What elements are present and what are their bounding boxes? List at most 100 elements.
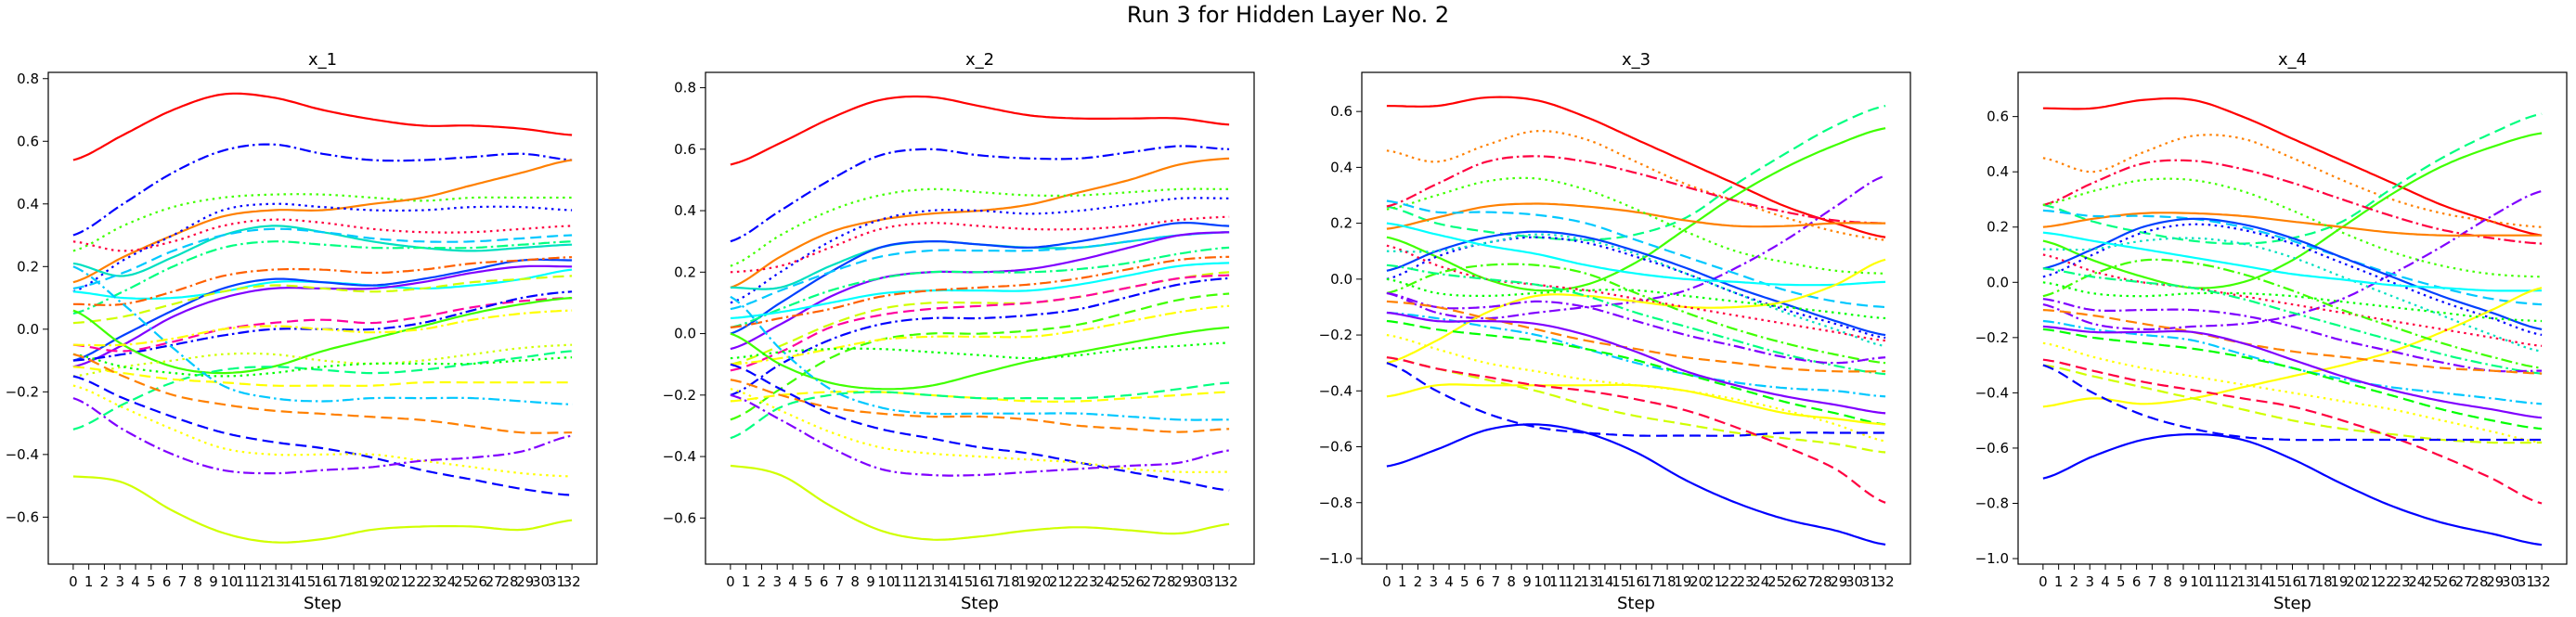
x-tick-label: 4 [2101, 573, 2110, 590]
y-tick-label: 0.0 [1987, 274, 2009, 290]
y-tick-label: −0.2 [663, 387, 696, 404]
series-line-27 [1387, 357, 1885, 503]
series-line-21 [2043, 321, 2542, 404]
series-line-8 [1387, 178, 1885, 274]
x-tick-label: 4 [1444, 573, 1454, 590]
x-tick-label: 6 [2132, 573, 2142, 590]
series-group [2043, 98, 2542, 545]
series-line-20 [73, 351, 572, 429]
x-axis-label: Step [1617, 594, 1655, 613]
y-tick-label: 0.4 [674, 202, 696, 219]
series-group [1387, 97, 1885, 545]
y-tick-label: 0.0 [17, 321, 39, 338]
y-tick-label: −1.0 [1975, 550, 2009, 567]
y-tick-label: 0.6 [17, 133, 39, 149]
y-tick-label: −1.0 [1319, 550, 1353, 567]
series-line-28 [2043, 434, 2542, 545]
x-tick-label: 7 [835, 573, 845, 590]
x-tick-label: 4 [131, 573, 140, 590]
y-tick-label: 0.6 [1330, 103, 1353, 120]
subplot-3: 0 1 2 3 4 5 6 7 8 9 101112131415161718192021222324… [1319, 50, 1910, 613]
x-tick-label: 8 [850, 573, 860, 590]
x-tick-label: 1 [1398, 573, 1407, 590]
y-tick-label: 0.4 [17, 196, 39, 212]
y-tick-label: −0.2 [6, 383, 39, 400]
x-tick-label: 1 [2054, 573, 2064, 590]
y-tick-label: 0.8 [674, 80, 696, 96]
x-tick-label: 7 [178, 573, 188, 590]
x-tick-label: 5 [147, 573, 156, 590]
x-tick-label: 6 [162, 573, 172, 590]
x-tick-label: 8 [1507, 573, 1516, 590]
y-tick-label: −0.8 [1319, 495, 1353, 511]
x-tick-label: 32 [563, 573, 581, 590]
y-tick-label: 0.0 [674, 326, 696, 342]
series-line-2 [73, 145, 572, 236]
series-line-18 [1387, 265, 1885, 374]
y-tick-label: 0.2 [1330, 215, 1353, 232]
x-tick-label: 4 [788, 573, 797, 590]
series-line-9 [73, 241, 572, 314]
series-line-18 [731, 306, 1229, 365]
series-line-1 [73, 94, 572, 161]
subplot-title: x_4 [2278, 50, 2307, 70]
x-tick-label: 2 [2070, 573, 2079, 590]
series-line-13 [1387, 224, 1885, 286]
subplot-title: x_3 [1622, 50, 1650, 70]
y-tick-label: −0.4 [663, 448, 696, 465]
subplot-2: 0 1 2 3 4 5 6 7 8 9 101112131415161718192021222324… [663, 50, 1254, 613]
x-tick-label: 0 [2039, 573, 2048, 590]
x-tick-label: 32 [1221, 573, 1238, 590]
series-line-11 [1387, 238, 1885, 338]
x-tick-label: 6 [1476, 573, 1485, 590]
x-axis-label: Step [961, 594, 999, 613]
y-tick-label: 0.2 [1987, 219, 2009, 236]
x-tick-label: 32 [2533, 573, 2551, 590]
x-tick-label: 5 [1460, 573, 1469, 590]
subplot-1: 0 1 2 3 4 5 6 7 8 9 101112131415161718192021222324… [6, 50, 597, 613]
y-tick-label: −0.4 [6, 446, 39, 463]
series-group [731, 96, 1229, 540]
series-line-22 [731, 383, 1229, 439]
x-tick-label: 9 [209, 573, 218, 590]
y-tick-label: 0.4 [1330, 159, 1353, 175]
x-tick-label: 3 [1429, 573, 1438, 590]
x-tick-label: 7 [1492, 573, 1501, 590]
x-tick-label: 9 [2179, 573, 2188, 590]
y-tick-label: −0.8 [1975, 495, 2009, 511]
series-line-23 [2043, 329, 2542, 429]
series-line-5 [73, 204, 572, 292]
x-tick-label: 2 [757, 573, 767, 590]
y-tick-label: 0.6 [674, 141, 696, 158]
x-tick-label: 0 [1382, 573, 1392, 590]
series-line-10 [73, 270, 572, 299]
x-tick-label: 1 [84, 573, 94, 590]
subplot-title: x_1 [308, 50, 337, 70]
series-line-10 [1387, 232, 1885, 335]
series-line-23 [73, 266, 572, 405]
x-tick-label: 0 [726, 573, 735, 590]
x-tick-label: 2 [100, 573, 110, 590]
series-line-17 [73, 298, 572, 373]
y-tick-label: −0.6 [663, 509, 696, 526]
x-tick-label: 32 [1877, 573, 1895, 590]
series-line-4 [2043, 134, 2542, 289]
y-tick-label: −0.6 [1975, 440, 2009, 456]
y-tick-label: 0.6 [1987, 109, 2009, 125]
y-tick-label: −0.4 [1319, 382, 1353, 399]
y-tick-label: 0.2 [17, 258, 39, 275]
y-tick-label: 0.0 [1330, 271, 1353, 288]
series-line-22 [73, 366, 572, 386]
y-tick-label: −0.2 [1319, 327, 1353, 343]
series-line-24 [73, 354, 572, 433]
series-line-29 [1387, 424, 1885, 545]
x-axis-label: Step [2273, 594, 2311, 613]
x-axis-label: Step [304, 594, 342, 613]
y-tick-label: −0.6 [1319, 439, 1353, 456]
series-line-23 [731, 379, 1229, 431]
series-line-26 [1387, 384, 1885, 424]
x-tick-label: 5 [2116, 573, 2126, 590]
y-tick-label: 0.2 [674, 264, 696, 280]
series-line-27 [73, 398, 572, 473]
